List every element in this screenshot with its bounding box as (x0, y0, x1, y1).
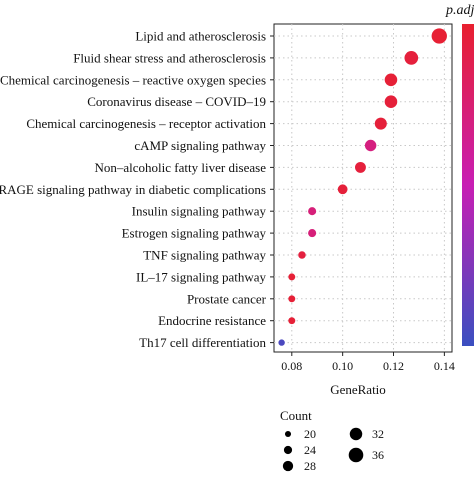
category-label: Endocrine resistance (158, 313, 266, 328)
category-labels: Lipid and atherosclerosis Fluid shear str… (0, 29, 274, 350)
size-legend-dot (348, 447, 364, 463)
size-legend-label: 36 (372, 448, 384, 462)
size-legend-label: 20 (304, 427, 316, 441)
category-label: Coronavirus disease – COVID–19 (87, 94, 266, 109)
category-label: cAMP signaling pathway (134, 138, 266, 153)
size-legend-label: 32 (372, 427, 384, 441)
x-tick-label: 0.10 (332, 359, 353, 373)
data-point (288, 295, 296, 303)
color-legend-title: p.adj (445, 3, 474, 18)
panel-border (273, 23, 453, 353)
category-label: Fluid shear stress and atherosclerosis (73, 50, 266, 65)
category-label: Th17 cell differentiation (139, 335, 266, 350)
category-label: AGE–RAGE signaling pathway in diabetic c… (0, 182, 266, 197)
category-label: Chemical carcinogenesis – receptor activ… (26, 116, 266, 131)
data-point (288, 273, 296, 281)
x-axis-label: GeneRatio (330, 382, 386, 397)
data-point (374, 117, 387, 130)
size-legend: Count 20 24 28 32 36 (280, 408, 384, 473)
size-legend-label: 28 (304, 459, 316, 473)
data-point (278, 339, 285, 346)
data-point (355, 161, 366, 173)
size-legend-dot (282, 460, 294, 472)
size-legend-title: Count (280, 408, 312, 423)
data-point (308, 229, 317, 238)
color-legend-bar (462, 24, 474, 346)
data-point (431, 28, 447, 44)
x-axis-ticks: 0.08 0.10 0.12 0.14 (281, 352, 455, 373)
category-label: IL–17 signaling pathway (136, 269, 266, 284)
category-label: Insulin signaling pathway (132, 204, 267, 219)
data-point (384, 73, 398, 87)
category-label: Prostate cancer (187, 291, 267, 306)
size-legend-dot (349, 427, 363, 441)
category-label: Estrogen signaling pathway (122, 226, 267, 241)
data-point (384, 95, 398, 108)
data-point (288, 317, 296, 325)
data-points (278, 28, 447, 346)
color-legend: p.adj (445, 3, 474, 346)
x-tick-label: 0.14 (434, 359, 455, 373)
category-label: TNF signaling pathway (143, 248, 266, 263)
size-legend-label: 24 (304, 443, 316, 457)
data-point (308, 207, 317, 216)
data-point (298, 251, 306, 259)
data-point (364, 139, 377, 152)
data-point (337, 184, 348, 195)
category-label: Chemical carcinogenesis – reactive oxyge… (0, 72, 266, 87)
category-label: Lipid and atherosclerosis (135, 29, 266, 44)
size-legend-dot (283, 445, 293, 455)
plot-panel (273, 23, 453, 353)
x-tick-label: 0.12 (383, 359, 404, 373)
size-legend-dot (284, 430, 292, 438)
x-tick-label: 0.08 (281, 359, 302, 373)
category-label: Non–alcoholic fatty liver disease (95, 160, 267, 175)
data-point (404, 51, 419, 65)
